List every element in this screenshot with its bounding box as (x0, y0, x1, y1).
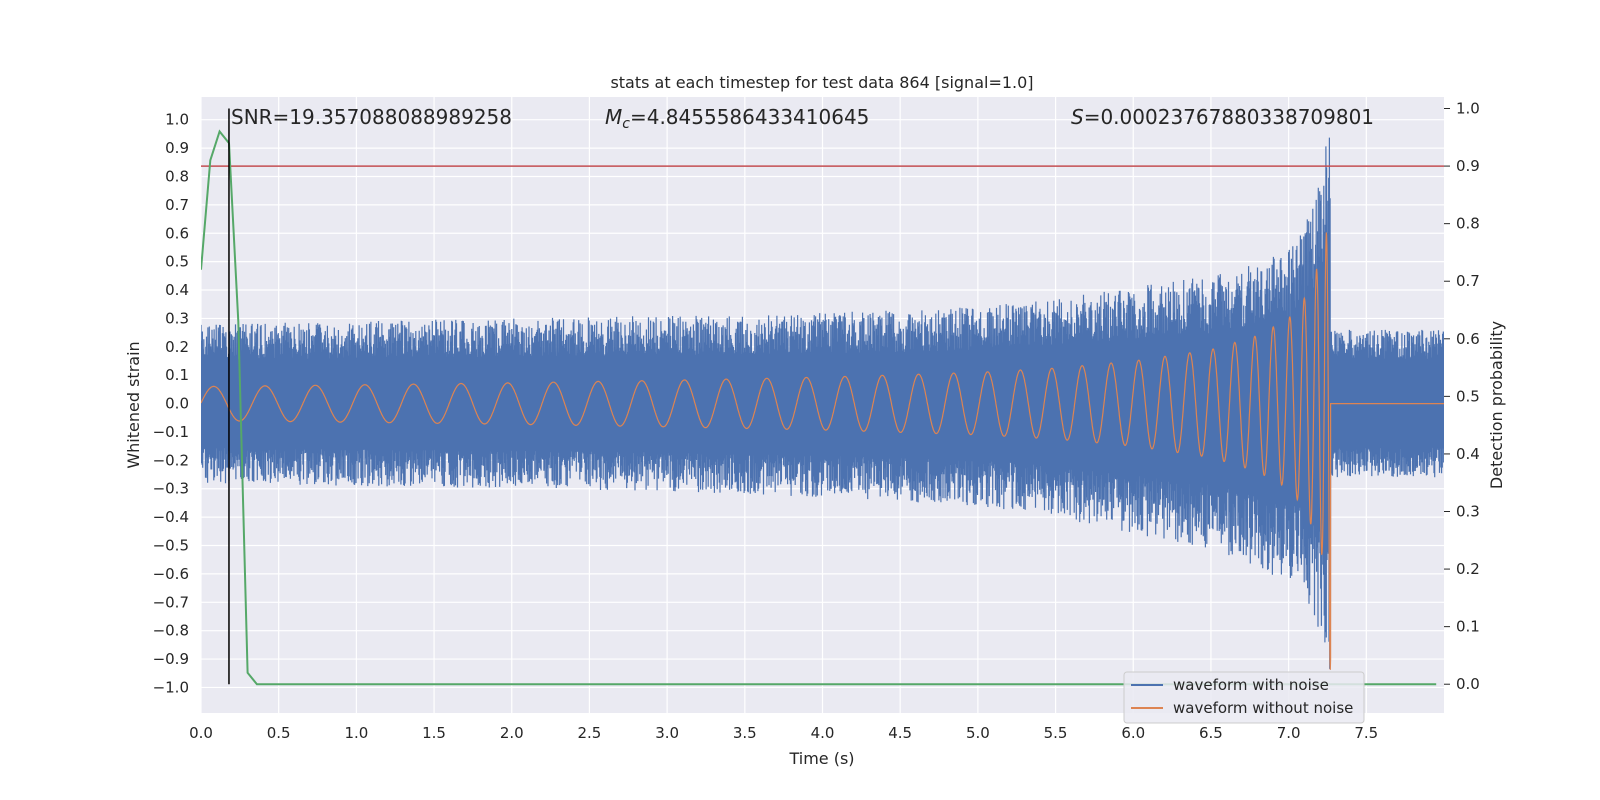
x-tick-label: 6.0 (1121, 724, 1145, 742)
y-tick-label-left: 1.0 (165, 111, 189, 129)
ticks: 0.0 0.5 1.0 1.5 2.0 2.5 3.0 3.5 4.0 4.5 5.0 5.5 6.0 6… (153, 100, 1480, 742)
y-tick-label-left: −1.0 (153, 678, 189, 696)
y-axis-label-right: Detection probability (1487, 321, 1506, 489)
y-tick-label-right: 0.8 (1456, 215, 1480, 233)
y-tick-label-left: −0.9 (153, 650, 189, 668)
y-tick-label-right: 0.5 (1456, 387, 1480, 405)
y-tick-label-left: −0.1 (153, 423, 189, 441)
x-tick-label: 2.5 (578, 724, 602, 742)
s-symbol: S (1071, 105, 1084, 129)
x-tick-label: 6.5 (1199, 724, 1223, 742)
snr-annotation: SNR=19.357088088989258 (231, 105, 512, 129)
y-tick-label-left: −0.5 (153, 537, 189, 555)
chart-title: stats at each timestep for test data 864… (610, 73, 1033, 92)
x-tick-label: 1.0 (344, 724, 368, 742)
s-value: =0.00023767880338709801 (1084, 105, 1374, 129)
y-tick-label-left: −0.4 (153, 508, 189, 526)
mc-value: =4.8455586433410645 (630, 105, 869, 129)
y-tick-label-left: −0.7 (153, 593, 189, 611)
x-tick-label: 4.5 (888, 724, 912, 742)
x-tick-label: 7.0 (1277, 724, 1301, 742)
y-tick-label-left: 0.1 (165, 366, 189, 384)
y-tick-label-left: 0.9 (165, 139, 189, 157)
x-tick-label: 1.5 (422, 724, 446, 742)
series-detection-probability (201, 129, 1437, 686)
y-tick-label-right: 0.6 (1456, 330, 1480, 348)
series-layer (201, 108, 1444, 686)
y-tick-label-left: 0.5 (165, 253, 189, 271)
x-tick-label: 4.0 (811, 724, 835, 742)
y-tick-label-left: 0.2 (165, 338, 189, 356)
y-tick-label-right: 0.4 (1456, 445, 1480, 463)
y-tick-label-right: 0.3 (1456, 503, 1480, 521)
series-waveform-without-noise (201, 232, 1444, 670)
x-tick-label: 5.0 (966, 724, 990, 742)
y-tick-label-left: 0.3 (165, 309, 189, 327)
mc-annotation: Mc=4.8455586433410645 (605, 105, 869, 132)
y-tick-label-left: −0.8 (153, 622, 189, 640)
y-tick-label-left: 0.0 (165, 395, 189, 413)
x-tick-label: 0.5 (267, 724, 291, 742)
y-tick-label-left: −0.2 (153, 451, 189, 469)
y-tick-label-left: −0.3 (153, 480, 189, 498)
y-tick-label-right: 1.0 (1456, 100, 1480, 118)
x-tick-label: 5.5 (1044, 724, 1068, 742)
legend-label-clean: waveform without noise (1173, 699, 1353, 717)
mc-symbol: M (605, 105, 622, 129)
x-tick-label: 7.5 (1354, 724, 1378, 742)
y-tick-label-right: 0.2 (1456, 560, 1480, 578)
x-axis-label: Time (s) (788, 749, 854, 768)
y-axis-label-left: Whitened strain (124, 341, 143, 468)
y-tick-label-left: 0.4 (165, 281, 189, 299)
series-waveform-with-noise (201, 137, 1444, 669)
y-tick-label-left: −0.6 (153, 565, 189, 583)
legend: waveform with noise waveform without noi… (1123, 671, 1365, 724)
y-tick-label-right: 0.1 (1456, 618, 1480, 636)
y-tick-label-right: 0.0 (1456, 675, 1480, 693)
x-tick-label: 3.5 (733, 724, 757, 742)
x-tick-label: 0.0 (189, 724, 213, 742)
x-tick-label: 2.0 (500, 724, 524, 742)
y-tick-label-left: 0.6 (165, 224, 189, 242)
x-tick-label: 3.0 (655, 724, 679, 742)
legend-box (1123, 671, 1365, 724)
mc-subscript: c (622, 116, 630, 132)
legend-label-noise: waveform with noise (1173, 676, 1329, 694)
y-tick-label-right: 0.9 (1456, 157, 1480, 175)
s-annotation: S=0.00023767880338709801 (1071, 105, 1374, 129)
y-tick-label-left: 0.7 (165, 196, 189, 214)
y-tick-label-right: 0.7 (1456, 272, 1480, 290)
y-tick-label-left: 0.8 (165, 167, 189, 185)
